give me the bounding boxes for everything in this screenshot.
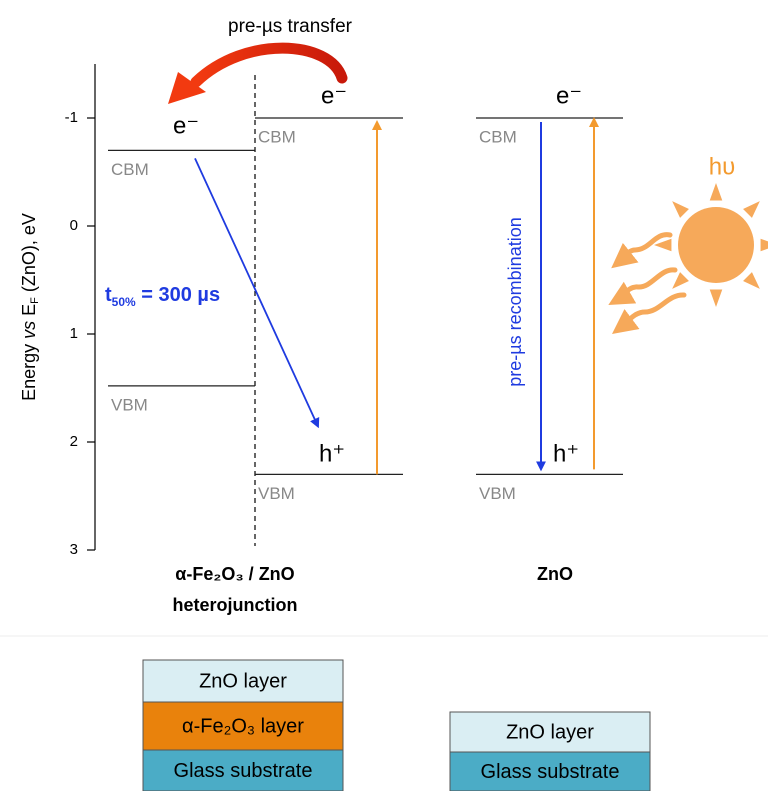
transfer-label: pre-µs transfer bbox=[228, 16, 353, 37]
carrier-label: e⁻ bbox=[321, 82, 347, 109]
layer-label: α-Fe₂O₃ layer bbox=[182, 715, 304, 737]
layer-label: ZnO layer bbox=[506, 721, 594, 743]
carrier-label: h⁺ bbox=[319, 440, 345, 467]
carrier-label: e⁻ bbox=[556, 82, 582, 109]
carrier-label: h⁺ bbox=[553, 440, 579, 467]
sun-ray bbox=[743, 201, 760, 218]
layer-label: Glass substrate bbox=[481, 761, 620, 783]
y-axis-label: Energy vs EF (ZnO), eV bbox=[19, 213, 41, 401]
level-label: VBM bbox=[479, 484, 516, 503]
y-tick-label: -1 bbox=[65, 109, 78, 126]
y-axis-label-part: E bbox=[19, 304, 39, 321]
level-label: CBM bbox=[111, 160, 149, 179]
level-label: CBM bbox=[479, 127, 517, 146]
y-axis-label-part: vs bbox=[19, 321, 39, 339]
level-label: CBM bbox=[258, 127, 296, 146]
y-tick-label: 2 bbox=[70, 433, 78, 450]
diagram: -1 0 1 2 3 Energy vs EF (ZnO), eV CBM VBM CBM VBM… bbox=[0, 0, 768, 791]
layer-label: Glass substrate bbox=[174, 760, 313, 782]
sun-ray bbox=[743, 272, 760, 289]
sun-ray bbox=[672, 201, 689, 218]
y-axis-label-part: Energy bbox=[19, 339, 39, 401]
material-label: α-Fe₂O₃ / ZnO bbox=[175, 564, 294, 584]
material-label: heterojunction bbox=[173, 595, 298, 615]
level-label: VBM bbox=[111, 395, 148, 414]
recombination-label: pre-µs recombination bbox=[505, 217, 525, 386]
sun-disc bbox=[678, 207, 754, 283]
sun-ray bbox=[761, 239, 768, 252]
y-axis-label-part: (ZnO), eV bbox=[19, 213, 39, 297]
material-label: ZnO bbox=[537, 564, 573, 584]
carrier-label: e⁻ bbox=[173, 112, 199, 139]
page: -1 0 1 2 3 Energy vs EF (ZnO), eV CBM VBM CBM VBM… bbox=[0, 0, 768, 791]
light-ray bbox=[617, 270, 675, 300]
level-label: VBM bbox=[258, 484, 295, 503]
sun bbox=[654, 183, 768, 307]
y-tick-label: 1 bbox=[70, 325, 78, 342]
light-ray bbox=[619, 235, 670, 262]
y-tick-label: 0 bbox=[70, 217, 78, 234]
lifetime-label: t50% = 300 µs bbox=[105, 284, 220, 309]
lifetime-label-part: 50% bbox=[112, 295, 136, 309]
layer-label: ZnO layer bbox=[199, 670, 287, 692]
sun-ray bbox=[672, 272, 689, 289]
y-tick-label: 3 bbox=[70, 541, 78, 558]
sun-ray bbox=[710, 183, 723, 200]
photon-label: hυ bbox=[709, 153, 735, 180]
light-ray bbox=[620, 295, 684, 328]
transfer-arrow bbox=[196, 48, 342, 82]
lifetime-label-part: = 300 µs bbox=[136, 284, 220, 306]
sun-ray bbox=[710, 290, 723, 307]
light-rays bbox=[617, 235, 684, 328]
